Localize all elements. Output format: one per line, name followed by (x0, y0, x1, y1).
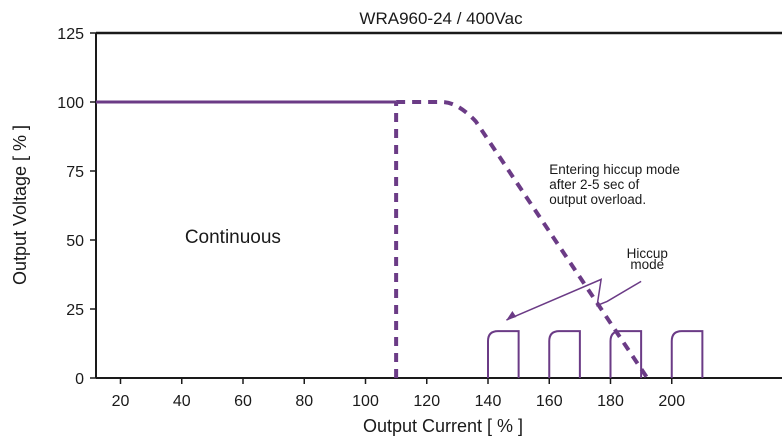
x-tick-label: 100 (352, 393, 379, 410)
annotation-text: mode (630, 257, 664, 272)
annotation-text: after 2-5 sec of (549, 177, 639, 192)
y-tick-label: 0 (75, 371, 84, 388)
x-tick-label: 140 (475, 393, 502, 410)
arrow-head-icon (506, 311, 517, 321)
chart-title: WRA960-24 / 400Vac (359, 9, 523, 28)
x-tick-label: 200 (658, 393, 685, 410)
continuous-label: Continuous (185, 227, 281, 248)
x-tick-label: 20 (112, 393, 130, 410)
x-tick-label: 180 (597, 393, 624, 410)
x-tick-label: 60 (234, 393, 252, 410)
x-axis-title: Output Current [ % ] (363, 416, 523, 436)
x-tick-label: 80 (295, 393, 313, 410)
annotation-text: Entering hiccup mode (549, 162, 680, 177)
y-tick-label: 125 (57, 26, 84, 43)
y-tick-label: 75 (66, 164, 84, 181)
hiccup-pulse (487, 330, 520, 378)
annotation-text: output overload. (549, 192, 646, 207)
y-tick-label: 25 (66, 302, 84, 319)
x-tick-label: 120 (413, 393, 440, 410)
dashed-limit-line-2 (396, 100, 649, 380)
annotation-text: Hiccup (627, 246, 668, 261)
y-axis-title: Output Voltage [ % ] (10, 125, 30, 285)
axes-layer: 0 25 50 75 100 125 20 40 60 80 100 120 140 160 180 200 (57, 26, 782, 410)
x-tick-label: 40 (173, 393, 191, 410)
hiccup-pulse (548, 330, 581, 378)
hiccup-pulse (609, 330, 643, 378)
marks-layer (96, 100, 704, 380)
y-tick-label: 100 (57, 95, 84, 112)
hiccup-pulse (670, 330, 704, 378)
x-tick-label: 160 (536, 393, 563, 410)
hiccup-arrow (506, 278, 642, 321)
y-tick-label: 50 (66, 233, 84, 250)
